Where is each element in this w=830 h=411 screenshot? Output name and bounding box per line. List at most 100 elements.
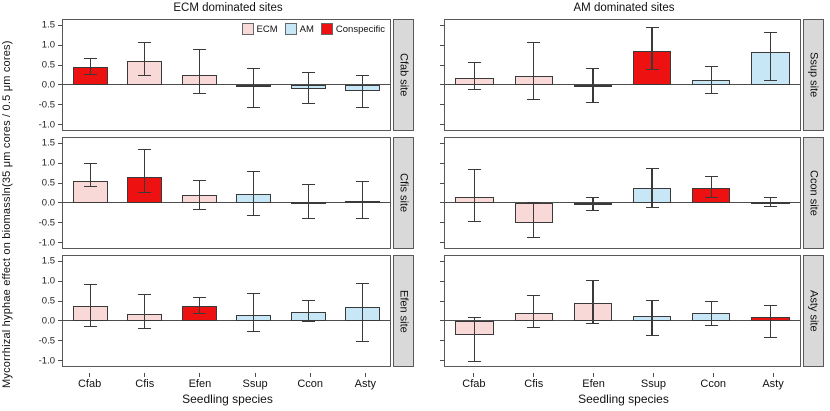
error-bar [645,168,659,209]
x-tick-label-cfab: Cfab [462,378,486,390]
x-axis-title-am: Seedling species [578,392,669,406]
error-bar-line [253,171,255,216]
error-bar-line [89,163,91,187]
x-tick-mark [309,373,311,377]
am-panel-stack: Ssup site Ccon site Asty site [440,19,824,367]
error-bar-line [533,295,535,328]
error-bar-line [769,33,772,80]
x-axis-cell: Ssup [623,373,683,391]
y-tick-label: 0.5 [41,59,55,71]
x-tick-label-ssup: Ssup [640,378,666,390]
column-ecm-dominated: ECM dominated sites 1.5 1.0 0.5 0.0 -0.5 -1.0… [36,2,414,406]
error-bar [527,294,541,329]
error-bar [247,292,261,332]
x-axis-cell: Ssup [227,373,282,391]
x-axis-cell: Efen [172,373,227,391]
y-tick-mark [440,64,445,66]
error-bar-line [710,176,712,198]
y-tick-mark [440,182,445,184]
x-axis-cell: Cfab [444,373,504,391]
y-tick-mark [58,64,63,66]
error-bar-line [651,301,653,336]
error-bar [586,196,600,212]
y-tick-mark [58,300,63,302]
error-bar [301,72,315,104]
legend-item-conspecific: Conspecific [320,23,385,35]
facet-strip-label: Ccon site [807,170,820,216]
error-bar-line [144,149,146,192]
x-tick-label-cfab: Cfab [77,378,102,390]
x-tick-mark [652,373,654,377]
x-tick-label-asty: Asty [354,378,377,390]
error-bar [138,41,152,77]
error-bar-line [362,76,364,108]
y-tick-mark [58,143,63,145]
y-tick-mark [58,320,63,322]
error-bar [763,304,777,338]
error-bar [247,67,261,109]
error-bar-line [89,284,91,326]
error-bar-line [307,184,309,219]
error-bar [83,162,97,188]
zero-baseline [445,84,800,86]
error-bar [83,58,97,75]
error-bar [586,279,600,324]
legend-label: AM [299,23,314,35]
plot-panel [58,255,391,367]
facet-strip-ssup-site: Ssup site [803,19,824,131]
x-tick-label-cfis: Cfis [524,378,544,390]
error-bar [704,175,718,199]
y-tick-label: 1.5 [41,19,55,31]
y-tick-mark [440,221,445,223]
error-bar-line [533,43,535,100]
error-bar [763,32,777,81]
x-tick-mark [533,373,535,377]
error-bar-line [592,69,594,102]
error-bar-line [253,293,255,331]
error-bar [356,180,370,220]
y-axis-label-line2: ln(35 μm cores / 0.5 μm cores) [1,40,13,197]
y-tick-mark [440,123,445,125]
error-bar [247,170,261,217]
legend-label: ECM [256,23,278,35]
error-bar-line [473,63,476,89]
facet-strip-label: Efen site [397,289,410,333]
error-bar [527,42,541,101]
y-tick-mark [440,300,445,302]
error-bar-line [89,59,91,74]
y-tick-mark [58,182,63,184]
error-bar-line [198,181,200,209]
facet-strip-label: Cfis site [397,173,410,213]
y-tick-labels: 1.5 1.0 0.5 0.0 -0.5 -1.0 [36,255,62,367]
error-bar [704,65,718,95]
error-bar-line [769,197,772,206]
error-bar-line [473,169,476,221]
panel-row-asty-site: Asty site [440,255,824,367]
y-tick-mark [440,261,445,263]
y-tick-mark [58,241,63,243]
facet-strip-ccon-site: Ccon site [803,137,824,249]
x-tick-mark [473,373,475,377]
error-bar [468,316,482,363]
y-tick-label: -1.0 [38,119,55,131]
error-bar [645,300,659,337]
y-tick-label: 0.0 [41,79,55,91]
error-bar [192,297,206,314]
error-bar-line [533,203,535,238]
error-bar-line [592,197,594,211]
am-swatch-icon [284,23,297,35]
y-tick-mark [58,202,63,204]
y-tick-mark [440,202,445,204]
error-bar [83,283,97,327]
y-tick-labels: 1.5 1.0 0.5 0.0 -0.5 -1.0 [36,137,62,249]
y-tick-mark [440,320,445,322]
x-axis-title-ecm: Seedling species [182,392,273,406]
x-axis-cell: Ccon [683,373,743,391]
plot-panel [440,255,801,367]
zero-baseline [63,320,390,322]
column-title-am: AM dominated sites [573,2,675,14]
y-axis-label: Mycorrhizal hyphae effect on biomass ln(… [1,8,15,388]
facet-strip-asty-site: Asty site [803,255,824,367]
x-tick-mark [89,373,91,377]
conspecific-swatch-icon [320,23,333,35]
